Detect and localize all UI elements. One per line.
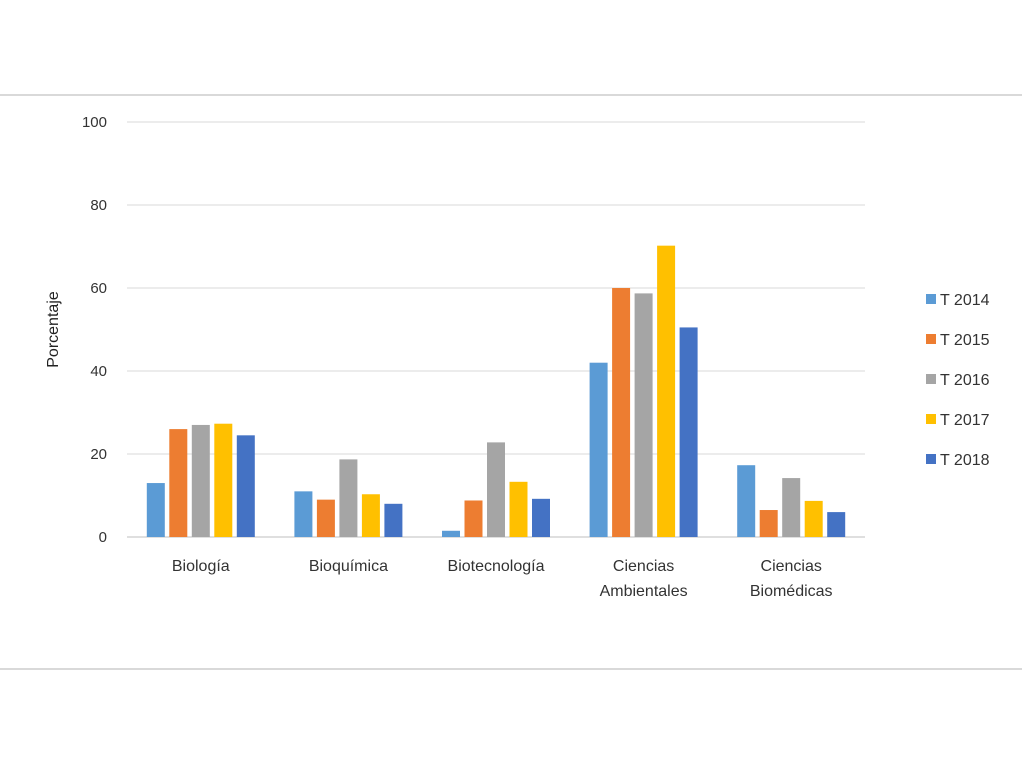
category-label-line: Ambientales — [600, 583, 688, 600]
y-tick-label-60: 60 — [90, 280, 107, 297]
bar-t-2016-4 — [782, 478, 801, 537]
bar-t-2017-0 — [214, 423, 233, 537]
category-label-line: Ciencias — [761, 558, 822, 575]
legend-label-1: T 2015 — [940, 332, 990, 349]
bar-t-2015-2 — [464, 500, 483, 537]
bar-t-2017-4 — [804, 500, 823, 537]
legend-label-4: T 2018 — [940, 452, 990, 469]
legend-swatch-2 — [926, 374, 936, 384]
legend-swatch-3 — [926, 414, 936, 424]
bar-t-2014-1 — [294, 491, 313, 537]
bar-t-2017-2 — [509, 481, 528, 537]
bar-t-2014-4 — [737, 465, 756, 537]
legend-label-2: T 2016 — [940, 372, 990, 389]
legend-swatch-1 — [926, 334, 936, 344]
y-axis-title: Porcentaje — [45, 291, 62, 368]
category-label-line: Ciencias — [613, 558, 674, 575]
category-label-line: Biología — [172, 558, 230, 575]
category-label-3: Ciencias Ambientales — [600, 558, 688, 600]
legend-swatch-0 — [926, 294, 936, 304]
legend-label-0: T 2014 — [940, 292, 990, 309]
bar-t-2018-0 — [236, 435, 255, 537]
category-label-2: Biotecnología — [448, 558, 545, 575]
y-tick-label-100: 100 — [82, 114, 107, 131]
bar-t-2018-4 — [827, 512, 846, 537]
bar-t-2018-3 — [679, 327, 698, 537]
bar-t-2014-3 — [589, 362, 608, 537]
bar-t-2015-4 — [759, 510, 778, 537]
y-tick-label-0: 0 — [99, 529, 107, 546]
bar-t-2016-1 — [339, 459, 358, 537]
category-label-line: Bioquímica — [309, 558, 388, 575]
bar-t-2014-0 — [146, 483, 165, 537]
category-label-4: Ciencias Biomédicas — [750, 558, 833, 600]
legend-label-3: T 2017 — [940, 412, 990, 429]
category-label-line: Biotecnología — [448, 558, 545, 575]
bar-t-2015-1 — [316, 499, 335, 537]
bar-t-2016-3 — [634, 293, 653, 537]
y-tick-label-40: 40 — [90, 363, 107, 380]
bar-t-2017-1 — [361, 494, 380, 537]
category-label-line: Biomédicas — [750, 583, 833, 600]
bar-t-2017-3 — [657, 245, 676, 538]
legend-swatch-4 — [926, 454, 936, 464]
bar-t-2016-2 — [487, 442, 505, 537]
bar-t-2015-3 — [612, 288, 631, 537]
category-label-1: Bioquímica — [309, 558, 388, 575]
bar-t-2016-0 — [191, 424, 210, 537]
category-label-0: Biología — [172, 558, 230, 575]
bar-t-2018-1 — [384, 503, 403, 537]
chart-frame — [0, 94, 1022, 670]
bar-t-2018-2 — [532, 498, 550, 537]
y-tick-label-80: 80 — [90, 197, 107, 214]
bar-t-2014-2 — [442, 530, 460, 537]
y-tick-label-20: 20 — [90, 446, 107, 463]
bar-t-2015-0 — [169, 429, 188, 537]
